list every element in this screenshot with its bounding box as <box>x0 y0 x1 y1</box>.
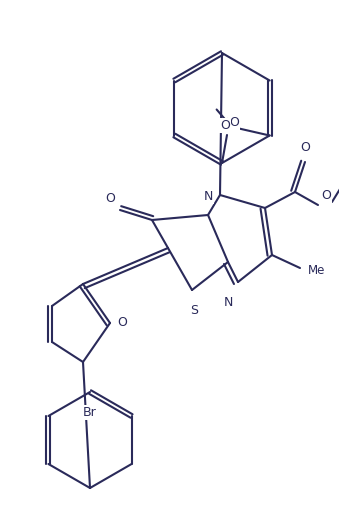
Text: O: O <box>220 119 230 132</box>
Text: Br: Br <box>83 405 97 418</box>
Text: Me: Me <box>308 264 325 277</box>
Text: O: O <box>300 141 310 154</box>
Text: O: O <box>229 116 239 129</box>
Text: N: N <box>203 190 213 203</box>
Text: O: O <box>105 192 115 205</box>
Text: S: S <box>190 304 198 317</box>
Text: O: O <box>321 189 331 202</box>
Text: O: O <box>117 317 127 330</box>
Text: N: N <box>224 296 233 309</box>
